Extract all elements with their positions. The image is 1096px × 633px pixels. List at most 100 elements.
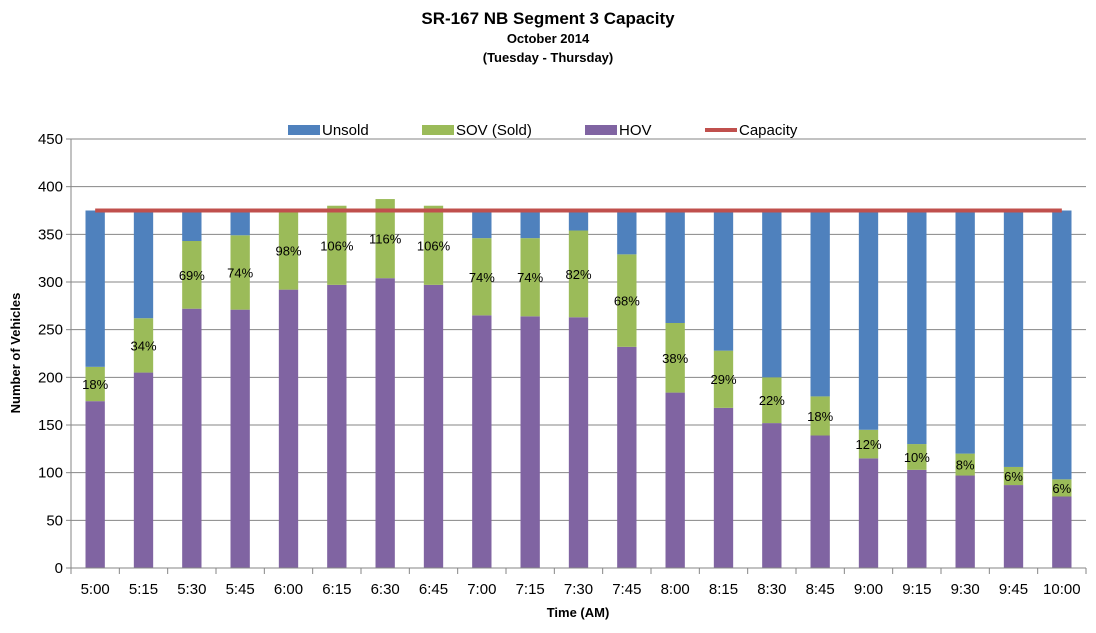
bar-hov-8-45 xyxy=(810,435,830,568)
x-tick-label-8-00: 8:00 xyxy=(661,581,690,598)
legend-swatch-sov-sold xyxy=(422,125,454,135)
y-tick-label-200: 200 xyxy=(38,369,63,386)
bar-unsold-8-15 xyxy=(713,210,734,351)
bar-unsold-7-30 xyxy=(568,210,589,231)
data-label-6-00: 98% xyxy=(275,244,301,259)
bar-hov-7-00 xyxy=(472,315,492,568)
legend-label-capacity: Capacity xyxy=(739,122,798,139)
x-tick-label-7-00: 7:00 xyxy=(467,581,496,598)
bar-sov-sold-8-30 xyxy=(762,377,782,424)
data-label-9-15: 10% xyxy=(904,450,930,465)
data-label-6-45: 106% xyxy=(417,238,451,253)
data-label-8-30: 22% xyxy=(759,393,785,408)
bar-sov-sold-6-30 xyxy=(375,199,395,279)
bar-sov-sold-7-15 xyxy=(520,238,540,317)
data-label-7-45: 68% xyxy=(614,294,640,309)
bar-unsold-9-45 xyxy=(1003,210,1024,467)
bar-hov-8-30 xyxy=(762,423,782,568)
bar-unsold-7-00 xyxy=(472,210,492,239)
y-tick-label-150: 150 xyxy=(38,417,63,434)
y-axis-label: Number of Vehicles xyxy=(8,293,23,414)
bar-unsold-8-45 xyxy=(810,210,830,397)
data-label-8-00: 38% xyxy=(662,351,688,366)
data-label-5-15: 34% xyxy=(130,338,156,353)
y-tick-label-350: 350 xyxy=(38,226,63,243)
bar-unsold-5-45 xyxy=(230,210,250,236)
bar-hov-9-00 xyxy=(858,458,879,568)
bar-unsold-8-30 xyxy=(762,210,782,378)
legend: Unsold SOV (Sold) HOV Capacity xyxy=(288,122,798,139)
bar-unsold-9-00 xyxy=(858,210,879,430)
bar-hov-8-00 xyxy=(665,392,685,568)
bar-hov-5-30 xyxy=(182,308,202,568)
bar-hov-7-15 xyxy=(520,316,540,568)
x-tick-label-7-30: 7:30 xyxy=(564,581,593,598)
legend-label-hov: HOV xyxy=(619,122,652,139)
bar-unsold-5-15 xyxy=(133,210,154,319)
bar-hov-5-00 xyxy=(85,401,105,568)
data-label-6-15: 106% xyxy=(320,238,354,253)
chart-subtitle-line-1: October 2014 xyxy=(507,31,590,46)
bar-sov-sold-5-45 xyxy=(230,235,250,310)
bar-hov-7-30 xyxy=(568,317,589,568)
bar-unsold-7-15 xyxy=(520,210,540,239)
bar-hov-9-45 xyxy=(1003,485,1024,568)
data-label-5-45: 74% xyxy=(227,265,253,280)
x-tick-label-5-00: 5:00 xyxy=(81,581,110,598)
bar-sov-sold-5-30 xyxy=(182,241,202,309)
bar-hov-9-15 xyxy=(907,469,927,568)
data-label-9-45: 6% xyxy=(1004,469,1023,484)
x-tick-label-10-00: 10:00 xyxy=(1043,581,1081,598)
bar-sov-sold-5-15 xyxy=(133,318,154,373)
bar-sov-sold-9-15 xyxy=(907,444,927,470)
data-label-7-30: 82% xyxy=(565,267,591,282)
data-label-9-00: 12% xyxy=(855,437,881,452)
bar-sov-sold-8-15 xyxy=(713,350,734,408)
bar-unsold-9-15 xyxy=(907,210,927,445)
y-tick-label-100: 100 xyxy=(38,465,63,482)
x-tick-label-8-15: 8:15 xyxy=(709,581,738,598)
bar-hov-6-15 xyxy=(327,284,347,568)
x-tick-label-6-15: 6:15 xyxy=(322,581,351,598)
data-label-10-00: 6% xyxy=(1052,481,1071,496)
bar-sov-sold-8-00 xyxy=(665,322,685,393)
bar-unsold-5-00 xyxy=(85,210,105,367)
bar-hov-8-15 xyxy=(713,407,734,568)
bar-sov-sold-6-15 xyxy=(327,205,347,285)
x-axis-label: Time (AM) xyxy=(547,605,610,620)
bar-hov-10-00 xyxy=(1052,496,1072,568)
bar-unsold-10-00 xyxy=(1052,210,1072,480)
data-label-7-00: 74% xyxy=(469,270,495,285)
data-label-6-30: 116% xyxy=(369,232,402,247)
bar-hov-6-45 xyxy=(423,284,444,568)
y-tick-label-300: 300 xyxy=(38,274,63,291)
x-tick-label-7-45: 7:45 xyxy=(612,581,641,598)
bar-sov-sold-8-45 xyxy=(810,396,830,436)
bar-sov-sold-9-00 xyxy=(858,429,879,459)
x-tick-label-6-45: 6:45 xyxy=(419,581,448,598)
bar-labels-group: 18% 34% 69% 74% 98% 106% 116% 106% 74% 74% 82% 68% 3… xyxy=(82,232,1072,496)
x-tick-label-9-00: 9:00 xyxy=(854,581,883,598)
x-tick-label-9-15: 9:15 xyxy=(902,581,931,598)
bar-sov-sold-9-45 xyxy=(1003,466,1024,486)
bars-group xyxy=(85,199,1072,568)
x-tick-label-5-15: 5:15 xyxy=(129,581,158,598)
x-tick-label-6-30: 6:30 xyxy=(371,581,400,598)
x-tick-label-7-15: 7:15 xyxy=(516,581,545,598)
x-tick-label-8-30: 8:30 xyxy=(757,581,786,598)
bar-unsold-7-45 xyxy=(617,210,637,255)
bar-sov-sold-7-30 xyxy=(568,230,589,318)
y-tick-label-0: 0 xyxy=(55,560,63,577)
bar-hov-5-45 xyxy=(230,309,250,568)
chart-title: SR-167 NB Segment 3 Capacity xyxy=(421,9,675,28)
axes-group: 0 50 100 150 200 250 300 350 400 450 5:00 5:15 5:30 5… xyxy=(38,131,1087,598)
data-label-7-15: 74% xyxy=(517,270,543,285)
x-tick-label-9-30: 9:30 xyxy=(951,581,980,598)
chart-subtitle-line-2: (Tuesday - Thursday) xyxy=(483,50,614,65)
data-label-9-30: 8% xyxy=(956,458,975,473)
bar-sov-sold-6-45 xyxy=(423,205,444,285)
bar-sov-sold-7-45 xyxy=(617,254,637,347)
legend-label-sov-sold: SOV (Sold) xyxy=(456,122,532,139)
